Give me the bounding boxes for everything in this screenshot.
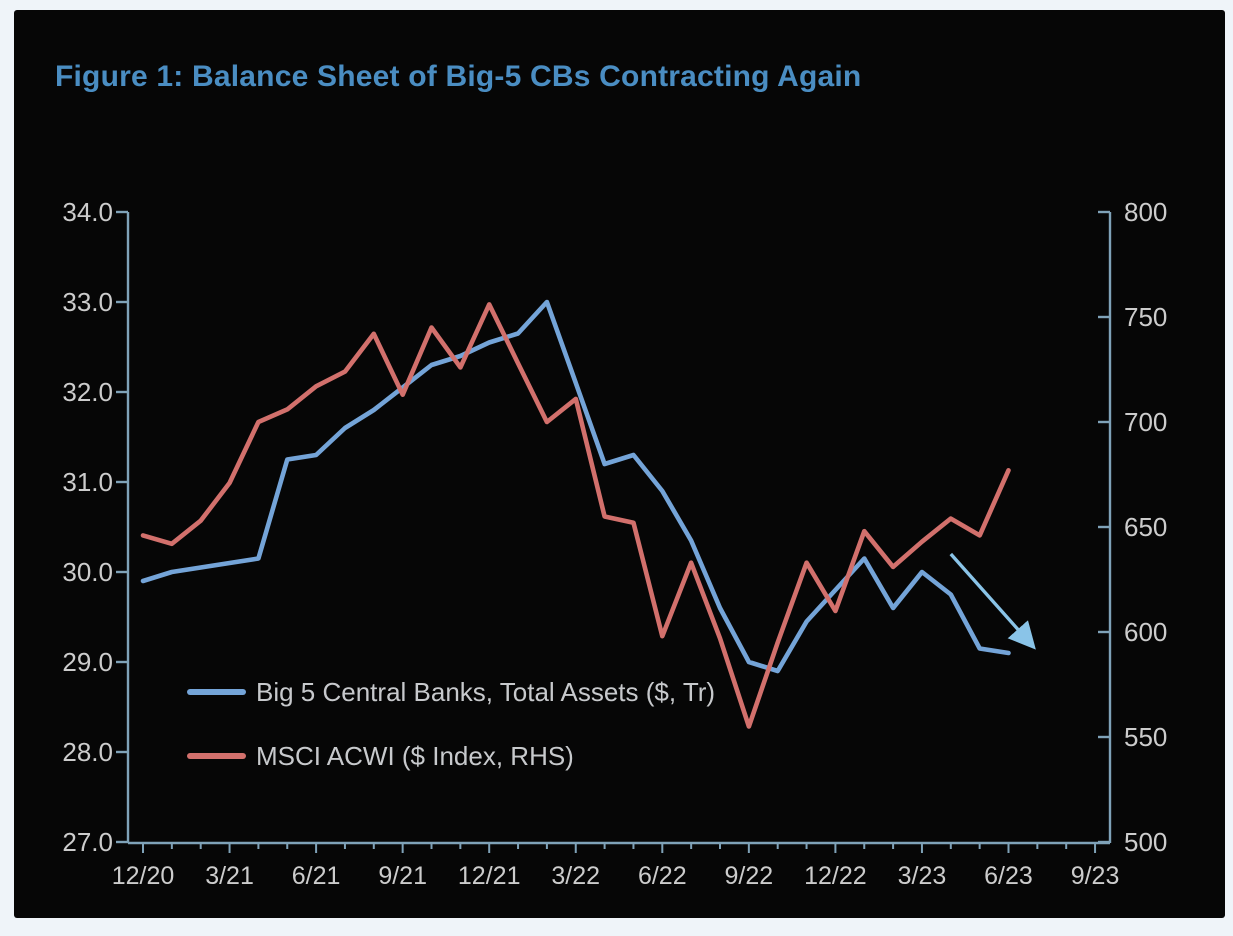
left-axis-tick-label: 28.0 (62, 737, 113, 767)
x-axis-tick-label: 9/22 (725, 862, 774, 890)
right-axis-tick-label: 500 (1124, 827, 1167, 857)
figure-title: Figure 1: Balance Sheet of Big-5 CBs Con… (55, 60, 862, 93)
msci-acwi-line (140, 302, 1011, 729)
left-axis-tick-label: 31.0 (62, 467, 113, 497)
x-axis-tick-label: 12/21 (458, 862, 521, 890)
left-axis-tick-label: 29.0 (62, 647, 113, 677)
trend-arrow (949, 552, 1036, 650)
legend-label-big5: Big 5 Central Banks, Total Assets ($, Tr… (256, 676, 716, 707)
legend-item-big5: Big 5 Central Banks, Total Assets ($, Tr… (187, 677, 715, 707)
left-axis-tick-label: 34.0 (62, 197, 113, 227)
right-axis-tick-label: 800 (1124, 197, 1167, 227)
x-axis-tick-label: 3/21 (205, 862, 254, 890)
left-axis-ticks: 34.0 33.0 32.0 31.0 30.0 29.0 28.0 27.0 (62, 197, 128, 857)
x-axis-ticks: 12/20 3/21 6/21 9/21 12/21 3/22 6/22 9/22 12/22 3… (112, 843, 1120, 890)
legend-swatch-msci-line (187, 753, 246, 759)
right-axis-tick-label: 550 (1124, 722, 1167, 752)
legend-swatch-big5-line (187, 689, 246, 695)
x-axis-tick-label: 9/21 (378, 862, 427, 890)
x-axis-tick-label: 3/22 (551, 862, 600, 890)
right-axis-tick-label: 650 (1124, 512, 1167, 542)
right-axis-tick-label: 600 (1124, 617, 1167, 647)
x-axis-tick-label: 6/21 (292, 862, 341, 890)
x-axis-tick-label: 9/23 (1071, 862, 1120, 890)
big5-assets-line (140, 299, 1011, 674)
x-axis-tick-label: 3/23 (898, 862, 947, 890)
legend-item-msci: MSCI ACWI ($ Index, RHS) (187, 741, 574, 771)
right-axis-tick-label: 750 (1124, 302, 1167, 332)
right-axis-tick-label: 700 (1124, 407, 1167, 437)
right-axis-ticks: 800 750 700 650 600 550 500 (1098, 197, 1167, 857)
left-axis-tick-label: 30.0 (62, 557, 113, 587)
legend-label-msci: MSCI ACWI ($ Index, RHS) (256, 740, 574, 771)
x-axis-tick-label: 6/23 (984, 862, 1033, 890)
x-axis-tick-label: 12/20 (112, 862, 175, 890)
left-axis-tick-label: 27.0 (62, 827, 113, 857)
x-axis-tick-label: 6/22 (638, 862, 687, 890)
left-axis-tick-label: 32.0 (62, 377, 113, 407)
x-axis-tick-label: 12/22 (804, 862, 867, 890)
chart-panel (14, 10, 1225, 918)
left-axis-tick-label: 33.0 (62, 287, 113, 317)
